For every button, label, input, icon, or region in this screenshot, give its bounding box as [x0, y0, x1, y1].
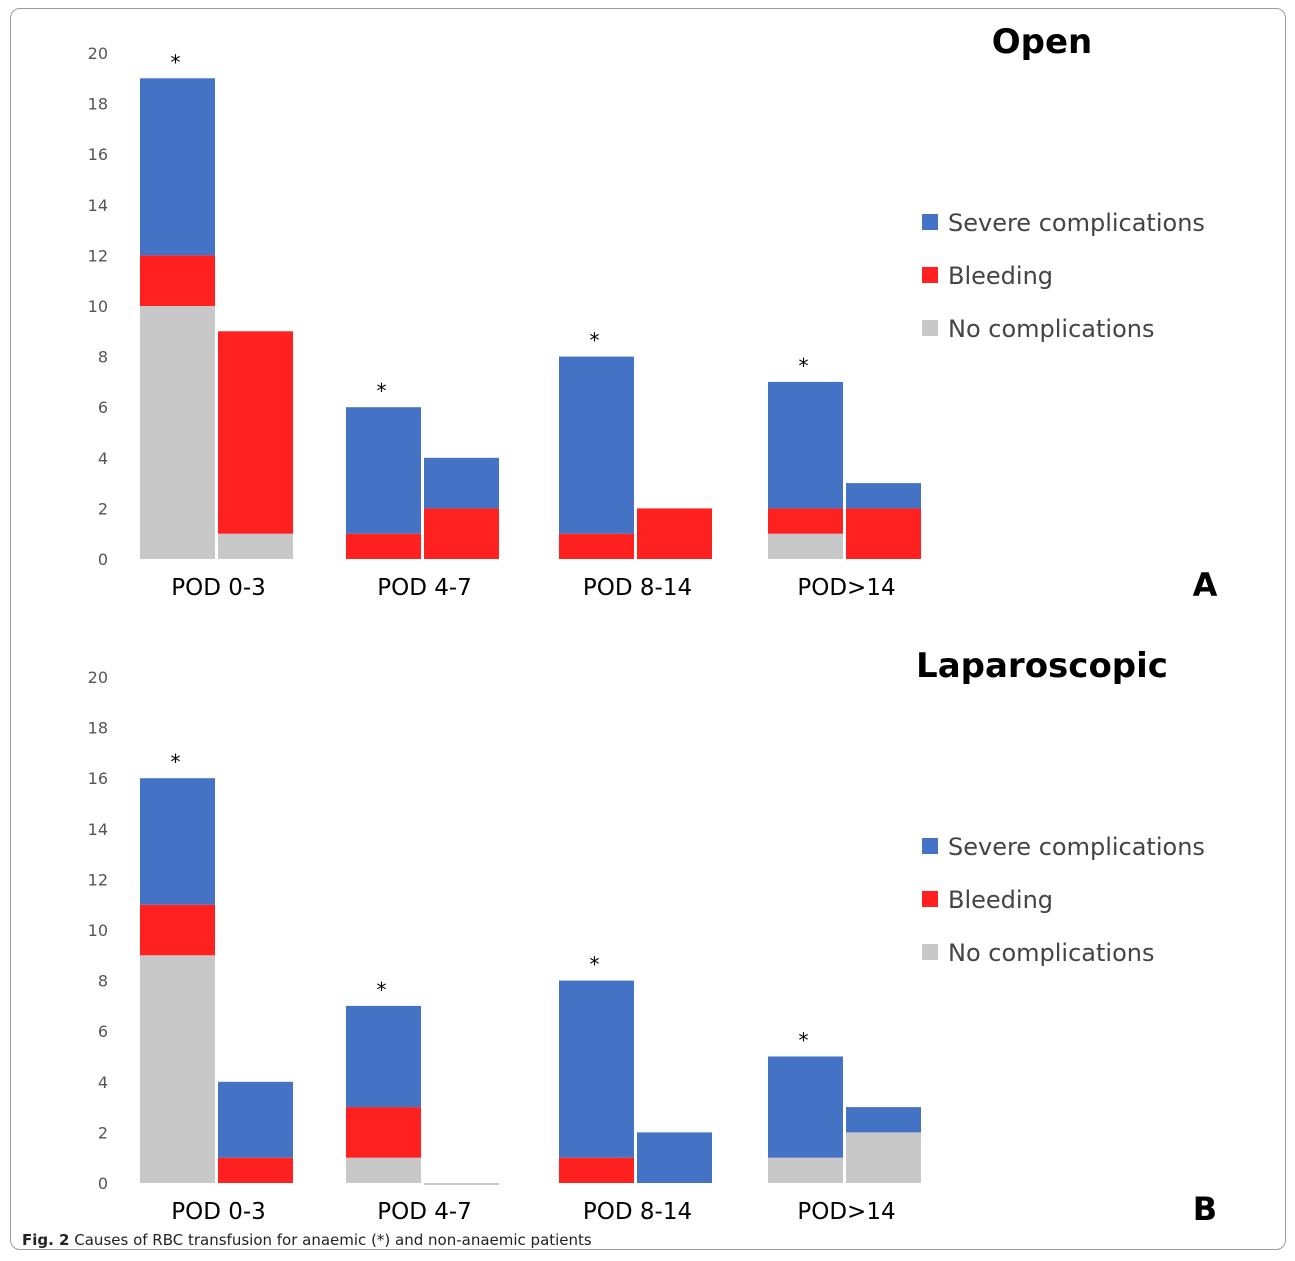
- y-tick-label: 16: [88, 145, 108, 164]
- bar-severe-complications: [218, 1081, 293, 1158]
- y-tick-label: 20: [88, 44, 108, 63]
- anaemic-marker: *: [171, 750, 181, 774]
- bar-severe-complications: [559, 980, 634, 1158]
- y-tick-label: 10: [88, 921, 108, 940]
- chart-title: Open: [992, 22, 1093, 62]
- panel-label: A: [1193, 566, 1218, 604]
- anaemic-marker: *: [171, 50, 181, 74]
- x-category-label: POD 0-3: [171, 1199, 266, 1225]
- bar-bleeding: [140, 904, 215, 956]
- y-tick-label: 6: [98, 398, 108, 417]
- bar-severe-complications: [637, 1132, 712, 1183]
- bar-severe-complications: [768, 381, 843, 509]
- bar-bleeding: [559, 1157, 634, 1183]
- bar-bleeding: [140, 255, 215, 306]
- y-tick-label: 2: [98, 499, 108, 518]
- figure-caption: Fig. 2 Causes of RBC transfusion for ana…: [22, 1231, 592, 1249]
- x-category-label: POD 8-14: [583, 575, 692, 601]
- legend-swatch-severe-complications: [922, 214, 938, 230]
- y-tick-label: 2: [98, 1123, 108, 1142]
- legend-swatch-bleeding: [922, 891, 938, 907]
- legend-label-bleeding: Bleeding: [948, 886, 1053, 914]
- bar-no-complications: [768, 533, 843, 559]
- legend-label-severe-complications: Severe complications: [948, 209, 1205, 237]
- anaemic-marker: *: [377, 978, 387, 1002]
- bar-bleeding: [346, 1107, 421, 1158]
- chart-laparoscopic: 0 2 4 6 8 10 12 14 16 18 20 Laparoscopic B * POD 0-3 * P…: [88, 646, 1218, 1228]
- chart-panel-open: 0 2 4 6 8 10 12 14 16 18 20 Open A * POD 0-3 * POD 4-7 * P…: [0, 0, 1295, 620]
- anaemic-marker: *: [590, 329, 600, 353]
- anaemic-marker: *: [590, 953, 600, 977]
- bar-no-complications: [846, 1132, 921, 1183]
- bar-bleeding: [218, 1157, 293, 1183]
- legend-label-severe-complications: Severe complications: [948, 833, 1205, 861]
- y-tick-label: 12: [88, 246, 108, 265]
- caption-text: Causes of RBC transfusion for anaemic (*…: [74, 1231, 592, 1249]
- bar-no-complications: [768, 1157, 843, 1183]
- caption-label: Fig. 2: [22, 1231, 70, 1249]
- bar-severe-complications: [346, 407, 421, 534]
- legend-swatch-no-complications: [922, 320, 938, 336]
- y-tick-label: 18: [88, 95, 108, 114]
- bar-no-complications: [218, 533, 293, 559]
- y-tick-label: 0: [98, 1174, 108, 1193]
- legend-swatch-no-complications: [922, 944, 938, 960]
- legend-swatch-severe-complications: [922, 838, 938, 854]
- bar-bleeding: [424, 508, 499, 559]
- y-tick-label: 12: [88, 870, 108, 889]
- bar-severe-complications: [768, 1056, 843, 1158]
- y-tick-label: 14: [88, 820, 108, 839]
- bar-bleeding: [346, 533, 421, 559]
- x-category-label: POD>14: [797, 1199, 895, 1225]
- x-category-label: POD 0-3: [171, 575, 266, 601]
- bar-severe-complications: [846, 1107, 921, 1133]
- y-tick-label: 14: [88, 196, 108, 215]
- legend-label-no-complications: No complications: [948, 315, 1154, 343]
- chart-title: Laparoscopic: [916, 646, 1168, 686]
- anaemic-marker: *: [799, 354, 809, 378]
- chart-open: 0 2 4 6 8 10 12 14 16 18 20 Open A * POD 0-3 * POD 4-7 * P…: [88, 22, 1218, 604]
- bar-bleeding: [218, 331, 293, 534]
- y-tick-label: 4: [98, 1073, 108, 1092]
- bar-severe-complications: [140, 78, 215, 256]
- chart-panel-laparoscopic: 0 2 4 6 8 10 12 14 16 18 20 Laparoscopic B * POD 0-3 * P…: [0, 624, 1295, 1244]
- y-tick-label: 0: [98, 550, 108, 569]
- y-tick-label: 16: [88, 769, 108, 788]
- y-tick-label: 10: [88, 297, 108, 316]
- anaemic-marker: *: [799, 1029, 809, 1053]
- bar-severe-complications: [424, 457, 499, 509]
- bar-bleeding: [768, 508, 843, 534]
- bar-no-complications: [346, 1157, 421, 1183]
- bar-no-complications: [140, 955, 215, 1183]
- bar-bleeding: [846, 508, 921, 559]
- y-tick-label: 6: [98, 1022, 108, 1041]
- panel-label: B: [1193, 1190, 1217, 1228]
- y-tick-label: 4: [98, 449, 108, 468]
- y-tick-label: 18: [88, 719, 108, 738]
- bar-severe-complications: [140, 778, 215, 905]
- legend-label-no-complications: No complications: [948, 939, 1154, 967]
- bar-bleeding: [637, 508, 712, 559]
- legend-label-bleeding: Bleeding: [948, 262, 1053, 290]
- legend-swatch-bleeding: [922, 267, 938, 283]
- y-tick-label: 20: [88, 668, 108, 687]
- x-category-label: POD 8-14: [583, 1199, 692, 1225]
- bar-severe-complications: [559, 356, 634, 534]
- anaemic-marker: *: [377, 379, 387, 403]
- x-category-label: POD 4-7: [377, 575, 472, 601]
- bar-bleeding: [559, 533, 634, 559]
- bar-severe-complications: [346, 1005, 421, 1108]
- bar-severe-complications: [846, 483, 921, 509]
- figure-frame: [10, 8, 1286, 1250]
- y-tick-label: 8: [98, 348, 108, 367]
- x-category-label: POD>14: [797, 575, 895, 601]
- x-category-label: POD 4-7: [377, 1199, 472, 1225]
- bar-no-complications: [140, 306, 215, 559]
- y-tick-label: 8: [98, 972, 108, 991]
